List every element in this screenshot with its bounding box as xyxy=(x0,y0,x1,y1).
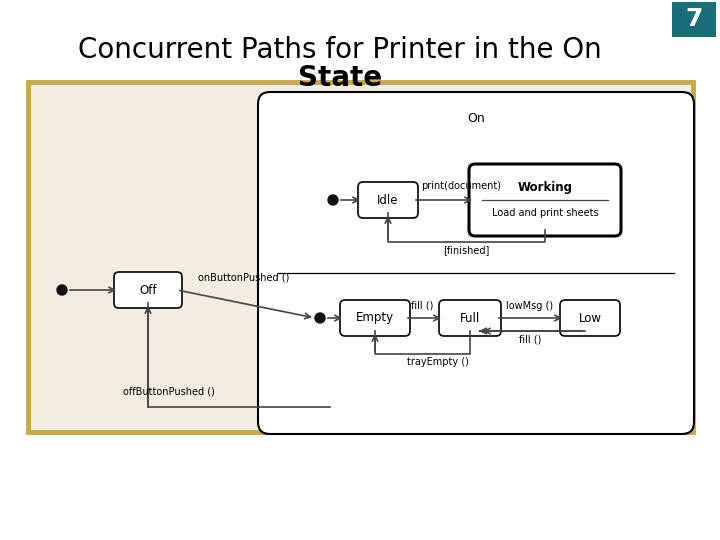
FancyBboxPatch shape xyxy=(439,300,501,336)
FancyBboxPatch shape xyxy=(672,2,716,37)
Text: Off: Off xyxy=(139,284,157,296)
Circle shape xyxy=(315,313,325,323)
Text: Idle: Idle xyxy=(377,193,399,206)
Text: On: On xyxy=(467,111,485,125)
Text: Empty: Empty xyxy=(356,312,394,325)
Text: State: State xyxy=(298,64,382,92)
Text: Concurrent Paths for Printer in the On: Concurrent Paths for Printer in the On xyxy=(78,36,602,64)
FancyBboxPatch shape xyxy=(258,92,694,434)
Text: fill (): fill () xyxy=(411,301,433,311)
FancyBboxPatch shape xyxy=(469,164,621,236)
Text: offButtonPushed (): offButtonPushed () xyxy=(123,387,215,397)
FancyBboxPatch shape xyxy=(114,272,182,308)
Circle shape xyxy=(328,195,338,205)
Text: Working: Working xyxy=(518,180,572,193)
Text: [finished]: [finished] xyxy=(444,245,490,255)
Text: print(document): print(document) xyxy=(421,181,502,191)
Text: Low: Low xyxy=(578,312,601,325)
FancyBboxPatch shape xyxy=(560,300,620,336)
Circle shape xyxy=(57,285,67,295)
Text: 7: 7 xyxy=(685,8,703,31)
Text: trayEmpty (): trayEmpty () xyxy=(407,357,469,367)
FancyBboxPatch shape xyxy=(358,182,418,218)
Text: lowMsg (): lowMsg () xyxy=(506,301,554,311)
Text: Load and print sheets: Load and print sheets xyxy=(492,208,598,218)
Text: Full: Full xyxy=(460,312,480,325)
FancyBboxPatch shape xyxy=(28,82,693,432)
Text: fill (): fill () xyxy=(519,335,541,345)
Text: onButtonPushed (): onButtonPushed () xyxy=(198,272,289,282)
FancyBboxPatch shape xyxy=(340,300,410,336)
